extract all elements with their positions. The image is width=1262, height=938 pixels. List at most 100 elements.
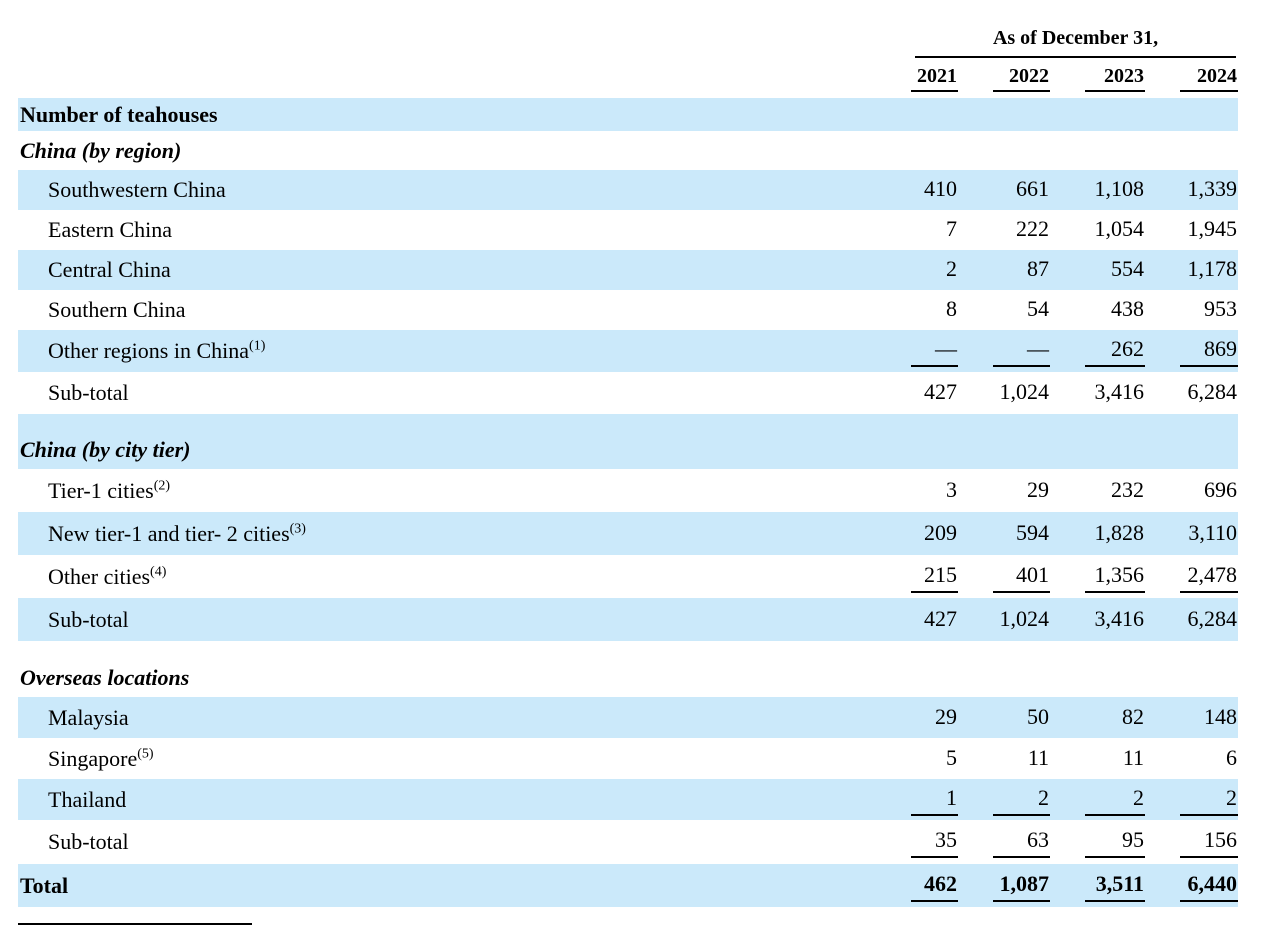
footnote-ref: (1) — [249, 338, 266, 354]
row-label: Other cities(4) — [48, 563, 167, 589]
row-label: New tier-1 and tier- 2 cities(3) — [18, 512, 893, 555]
year-header-cell: 2022 — [958, 58, 1050, 98]
value-cell: 1,828 — [1050, 512, 1145, 555]
value-cell: 1,178 — [1145, 250, 1239, 290]
table-row-subtotal: Sub-total 35 63 95 156 — [18, 820, 1239, 864]
value-cell: 2 — [1050, 779, 1145, 820]
value-cell: 95 — [1050, 820, 1145, 864]
year-header-cell: 2024 — [1145, 58, 1239, 98]
year-header: 2021 — [911, 64, 958, 92]
value-cell — [1145, 98, 1239, 131]
value-cell: 209 — [893, 512, 958, 555]
table-row: Eastern China 7 222 1,054 1,945 — [18, 210, 1238, 250]
value-cell: 148 — [1145, 697, 1239, 738]
value-cell: 222 — [1016, 216, 1049, 241]
value-cell: 3 — [946, 476, 957, 502]
value-cell: 2 — [958, 779, 1050, 820]
value-cell: 438 — [1111, 296, 1144, 321]
value-cell: 232 — [1111, 476, 1144, 502]
date-header: As of December 31, — [915, 27, 1237, 58]
spacer-row — [18, 641, 1238, 659]
table-row: Southwestern China 410 661 1,108 1,339 — [18, 170, 1239, 210]
value-cell: 6,440 — [1145, 864, 1239, 907]
value-cell: 869 — [1145, 330, 1239, 372]
value-cell: 6 — [1226, 744, 1238, 770]
table-row: Malaysia 29 50 82 148 — [18, 697, 1239, 738]
value-cell — [893, 414, 958, 469]
row-label: Southwestern China — [18, 170, 893, 210]
value-cell — [958, 659, 1050, 697]
footnote-ref: (5) — [137, 746, 154, 762]
date-header-cell: As of December 31, — [893, 12, 1238, 58]
value-cell — [893, 131, 958, 170]
row-label: Thailand — [18, 779, 893, 820]
value-cell — [958, 131, 1050, 170]
row-label: China (by city tier) — [18, 414, 893, 469]
table-row-subtotal: Sub-total 427 1,024 3,416 6,284 — [18, 598, 1239, 641]
table-row-subtotal: Sub-total 427 1,024 3,416 6,284 — [18, 372, 1238, 414]
table-header-date-row: As of December 31, — [18, 12, 1238, 58]
value-cell: 1,054 — [1094, 216, 1145, 241]
value-cell: 1,108 — [1050, 170, 1145, 210]
value-cell: 6,284 — [1187, 379, 1238, 404]
year-header: 2022 — [993, 64, 1050, 92]
value-cell — [1050, 414, 1145, 469]
value-cell — [1145, 659, 1238, 697]
row-label: Eastern China — [48, 217, 173, 242]
row-label: Sub-total — [18, 598, 893, 641]
value-cell: 554 — [1050, 250, 1145, 290]
value-cell: 156 — [1145, 820, 1239, 864]
value-cell: 2 — [1145, 779, 1239, 820]
value-cell: 401 — [958, 555, 1050, 598]
value-cell — [1050, 659, 1145, 697]
value-cell: 8 — [946, 296, 957, 321]
value-cell: 427 — [924, 379, 957, 404]
table-row-section-header: China (by city tier) — [18, 414, 1239, 469]
value-cell — [1050, 131, 1145, 170]
empty-cell — [18, 12, 893, 58]
table-row: Thailand 1 2 2 2 — [18, 779, 1239, 820]
value-cell: 661 — [958, 170, 1050, 210]
value-cell: 1,024 — [999, 379, 1050, 404]
table-row: Singapore(5) 5 11 11 6 — [18, 738, 1238, 779]
value-cell: 1,945 — [1187, 216, 1238, 241]
value-cell: — — [958, 330, 1050, 372]
value-cell: 35 — [893, 820, 958, 864]
value-cell — [958, 414, 1050, 469]
value-cell: 29 — [893, 697, 958, 738]
value-cell: 696 — [1204, 476, 1238, 502]
row-label: Overseas locations — [20, 665, 190, 690]
row-label: Other regions in China(1) — [18, 330, 893, 372]
value-cell: 1,024 — [958, 598, 1050, 641]
value-cell: 54 — [1027, 296, 1049, 321]
value-cell: 3,511 — [1050, 864, 1145, 907]
value-cell: 87 — [958, 250, 1050, 290]
value-cell: 427 — [893, 598, 958, 641]
value-cell: 11 — [1027, 744, 1049, 770]
value-cell: 29 — [1027, 476, 1049, 502]
year-header-cell: 2023 — [1050, 58, 1145, 98]
value-cell: 63 — [958, 820, 1050, 864]
footnote-ref: (4) — [150, 564, 167, 580]
value-cell: 1 — [893, 779, 958, 820]
footnote-ref: (2) — [153, 478, 171, 494]
row-label: Malaysia — [18, 697, 893, 738]
table-row: Other cities(4) 215 401 1,356 2,478 — [18, 555, 1239, 598]
year-header: 2023 — [1085, 64, 1145, 92]
value-cell: 953 — [1204, 296, 1238, 321]
footnote-ref: (3) — [289, 521, 306, 537]
value-cell: 5 — [946, 744, 957, 770]
value-cell: 462 — [893, 864, 958, 907]
row-label: Sub-total — [48, 380, 129, 405]
value-cell: 50 — [958, 697, 1050, 738]
value-cell — [958, 98, 1050, 131]
value-cell — [1145, 131, 1238, 170]
footnote-separator-rule — [18, 923, 252, 925]
value-cell: 3,416 — [1094, 379, 1145, 404]
value-cell — [1145, 414, 1239, 469]
value-cell: 1,356 — [1050, 555, 1145, 598]
table-row: Tier-1 cities(2) 3 29 232 696 — [18, 469, 1238, 512]
value-cell: 7 — [946, 216, 957, 241]
empty-cell — [18, 641, 893, 659]
